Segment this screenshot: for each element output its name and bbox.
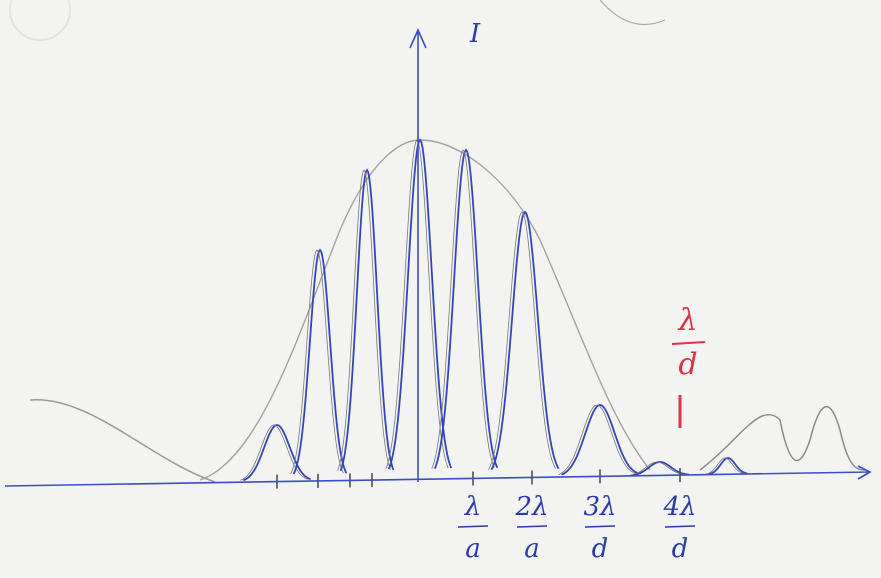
tick-numerator: 2λ (514, 492, 548, 522)
tick-denominator: d (592, 534, 609, 564)
tick-denominator: a (524, 534, 540, 564)
tick-numerator: 4λ (662, 492, 696, 522)
fraction-bar (665, 526, 695, 527)
axis-label: I (469, 19, 481, 49)
tick-denominator: a (465, 534, 481, 564)
tick-numerator: λ (464, 492, 481, 522)
fraction-bar (458, 526, 488, 527)
tick-denominator: d (672, 534, 689, 564)
fraction-bar (585, 526, 615, 527)
annotation-denominator: d (678, 347, 697, 382)
sketch: I λa2λa3λd4λd λ d (0, 0, 881, 578)
annotation-numerator: λ (677, 303, 697, 338)
paper (0, 0, 881, 578)
fraction-bar (517, 526, 547, 527)
tick-numerator: 3λ (583, 492, 616, 522)
